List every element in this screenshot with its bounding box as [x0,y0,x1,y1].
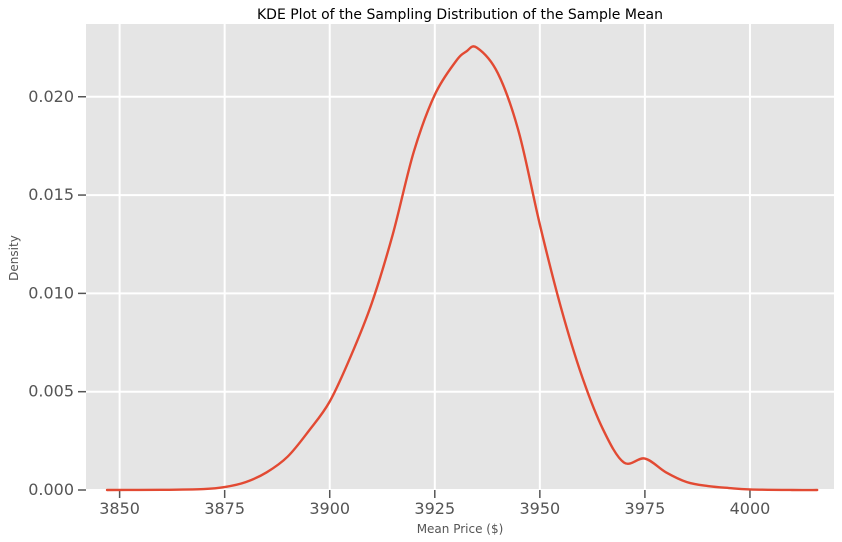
x-tick-label: 3875 [204,499,245,518]
grid-lines [86,24,834,491]
x-tick-label: 3900 [309,499,350,518]
x-tick-label: 4000 [730,499,771,518]
plot-background [86,24,834,490]
series-layer [105,45,819,492]
y-tick-label: 0.020 [28,87,74,106]
x-axis-label: Mean Price ($) [417,522,504,536]
y-tick-label: 0.010 [28,283,74,302]
x-tick-label: 3850 [99,499,140,518]
x-tick-label: 3975 [625,499,666,518]
y-tick-label: 0.005 [28,382,74,401]
y-tick-label: 0.015 [28,185,74,204]
x-tick-label: 3950 [519,499,560,518]
kde-curve [105,45,819,492]
axis-ticks: 3850 3875 3900 3925 3950 3975 4000 0.000 0.005 0.… [28,87,770,518]
y-axis-label: Density [7,235,21,281]
x-tick-label: 3925 [414,499,455,518]
y-tick-label: 0.000 [28,480,74,499]
chart-title: KDE Plot of the Sampling Distribution of… [257,7,663,23]
